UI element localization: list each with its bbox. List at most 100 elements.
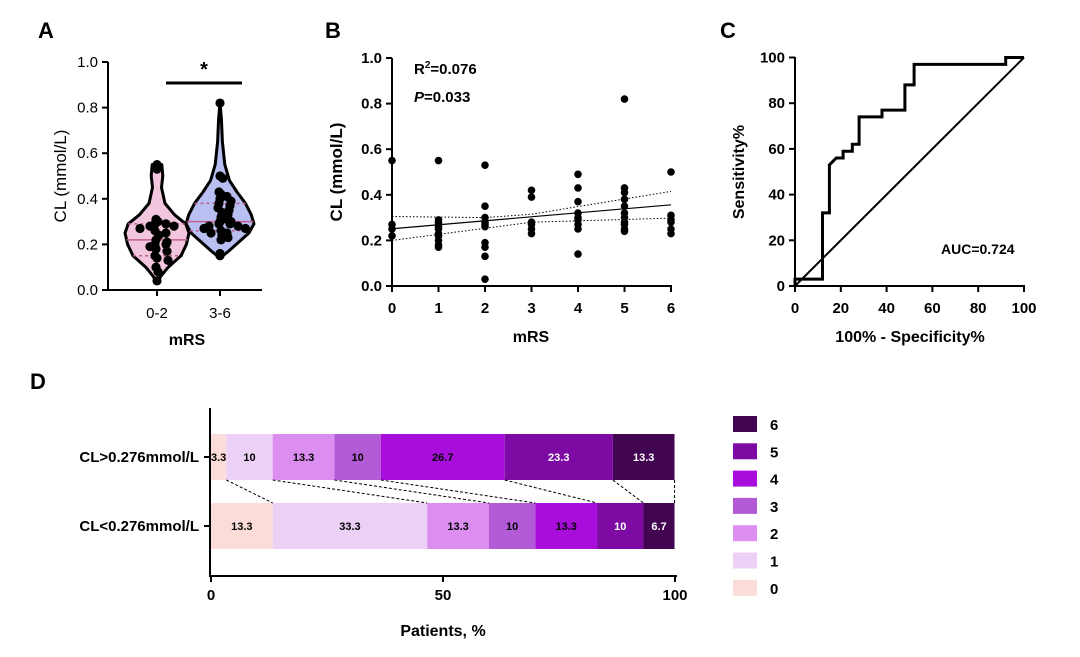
legend-swatch-6 (733, 416, 757, 432)
bar-segment-label: 10 (614, 521, 626, 533)
bar-segment-1 (226, 434, 273, 480)
panel-c-plot: 0 20 40 60 80 100 0 20 40 60 80 100 (760, 50, 1037, 318)
violin-point (169, 221, 179, 231)
panel-b-x-tick-label: 5 (620, 300, 628, 317)
legend-swatch-4 (733, 470, 757, 487)
segment-connector (612, 479, 644, 504)
bar-segment-4 (380, 434, 505, 480)
panel-c-y-tick-label: 80 (768, 95, 785, 112)
violin-point (161, 228, 171, 238)
panel-d-x-tick-label: 100 (662, 587, 687, 604)
panel-c-x-tick-label: 60 (924, 300, 941, 317)
scatter-point (620, 227, 629, 236)
scatter-point (667, 229, 675, 238)
significance-star: * (200, 59, 208, 81)
scatter-point (574, 250, 582, 258)
segment-connector (334, 479, 490, 504)
scatter-point (527, 229, 536, 238)
panel-a-letter: A (38, 18, 54, 43)
violin-point (135, 223, 145, 234)
legend-label: 2 (770, 526, 778, 543)
bar-segment-0 (211, 434, 227, 480)
violin-point (161, 219, 171, 229)
panel-d-plot: 0 50 100 CL>0.276mmol/L 3.3 10 13.3 10 26.7 23.3 1… (79, 434, 688, 604)
panel-b-y-tick-label: 0.8 (361, 96, 382, 113)
reference-diagonal (794, 56, 1025, 287)
bar-segment-6 (643, 503, 675, 549)
scatter-point (481, 275, 489, 283)
scatter-point (481, 202, 489, 210)
bar-segment-label: 13.3 (633, 452, 654, 464)
p-value-annotation: P=0.033 (414, 89, 470, 106)
scatter-point (434, 156, 443, 165)
bar-segment-label: 13.3 (447, 521, 468, 533)
legend-label: 1 (770, 554, 778, 571)
legend-swatch-1 (733, 552, 757, 569)
scatter-point (481, 161, 489, 169)
panel-c-x-tick-label: 80 (970, 300, 987, 317)
legend-swatch-3 (733, 497, 757, 514)
bar-segment-label: 6.7 (651, 521, 666, 533)
scatter-point (574, 225, 582, 233)
r-squared-annotation: R2=0.076 (414, 60, 477, 78)
scatter-point (481, 252, 489, 261)
bar-segment-3 (334, 434, 381, 480)
scatter-point (574, 197, 582, 206)
panel-d-x-tick-label: 0 (207, 587, 215, 604)
violin-point (152, 164, 162, 174)
bar-segment-1 (272, 503, 428, 549)
bar-segment-4 (535, 503, 598, 549)
panel-a-y-tick-label: 0.8 (77, 100, 98, 117)
bar-segment-label: 13.3 (293, 452, 314, 464)
panel-a-y-tick-label: 1.0 (77, 54, 98, 71)
panel-b-x-tick-label: 0 (388, 300, 396, 317)
legend-label: 5 (770, 444, 778, 461)
violin-point (151, 244, 161, 254)
panel-a-y-tick-label: 0.2 (77, 236, 98, 253)
segment-connector (504, 479, 598, 504)
violin-point (240, 223, 251, 234)
segment-connector (272, 479, 428, 504)
panel-b-plot: 0.0 0.2 0.4 0.6 0.8 1.0 0 1 2 3 4 5 6 (361, 50, 675, 317)
scatter-point (388, 232, 396, 240)
panel-b-letter: B (325, 18, 341, 43)
panel-b-x-tick-label: 1 (434, 300, 442, 317)
panel-d-category-label: CL>0.276mmol/L (79, 449, 199, 466)
scatter-point (620, 195, 629, 204)
panel-c-x-label: 100% - Specificity% (835, 329, 984, 346)
legend-swatch-0 (733, 579, 757, 596)
panel-a: A 0.0 0.2 0.4 0.6 0.8 1.0 CL (mmol/L) mRS * 0… (38, 18, 262, 349)
panel-d-x-tick-label: 50 (435, 587, 452, 604)
panel-a-y-tick-label: 0.4 (77, 191, 98, 208)
scatter-point (667, 218, 675, 226)
scatter-point (434, 243, 443, 252)
bar-segment-5 (504, 434, 613, 480)
panel-c-y-label: Sensitivity% (731, 125, 748, 219)
panel-a-x-label: mRS (169, 332, 206, 349)
violin-point (199, 223, 209, 234)
panel-a-y-axis: 0.0 0.2 0.4 0.6 0.8 1.0 (77, 54, 109, 299)
violin-point (152, 276, 162, 286)
panel-c-x-tick-label: 100 (1011, 300, 1036, 317)
scatter-point (481, 243, 489, 252)
violin-point (153, 267, 163, 277)
bar-segment-6 (612, 434, 675, 480)
bar-segment-2 (272, 434, 335, 480)
violin-point (225, 219, 235, 229)
legend-label: 4 (770, 472, 779, 489)
scatter-point (574, 184, 582, 192)
panel-b-x-tick-label: 6 (667, 300, 675, 317)
scatter-point (388, 225, 396, 233)
panel-a-x-tick-label: 0-2 (146, 305, 168, 322)
panel-b-y-tick-label: 0.0 (361, 278, 382, 295)
bar-segment-5 (597, 503, 644, 549)
panel-c-y-tick-label: 0 (777, 278, 785, 295)
bar-segment-label: 10 (351, 452, 363, 464)
auc-annotation: AUC=0.724 (941, 241, 1015, 257)
bar-segment-label: 23.3 (548, 452, 569, 464)
segment-connector (380, 479, 536, 504)
scatter-point (527, 193, 536, 201)
panel-b-y-tick-label: 0.2 (361, 232, 382, 249)
scatter-point (527, 186, 536, 195)
